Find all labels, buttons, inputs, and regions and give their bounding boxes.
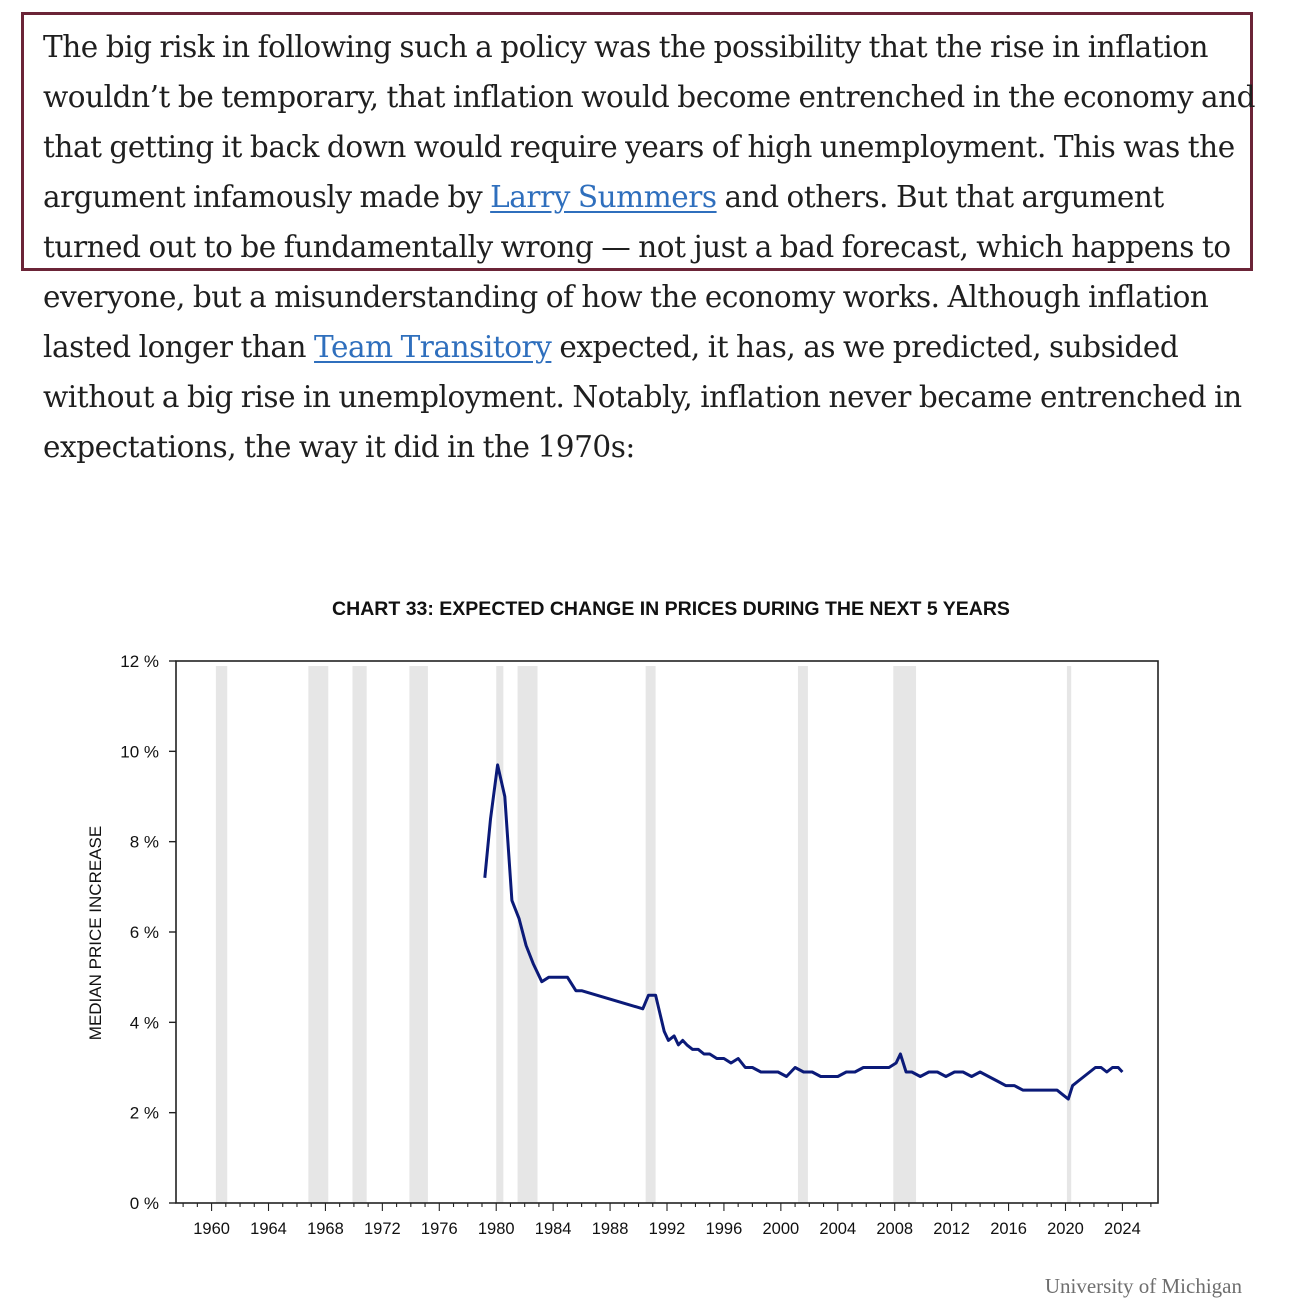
image-credit: University of Michigan	[1044, 1274, 1242, 1298]
x-tick-label: 1984	[535, 1220, 572, 1238]
link-team-transitory[interactable]: Team Transitory	[314, 330, 552, 364]
recession-band	[496, 666, 504, 1203]
x-tick-label: 2004	[819, 1220, 856, 1238]
recession-band	[215, 666, 228, 1203]
recession-band	[797, 666, 808, 1203]
series-lines	[483, 763, 1124, 1101]
recession-bands	[215, 666, 1072, 1203]
x-tick-label: 2024	[1104, 1220, 1141, 1238]
paragraph-text-2: and others. But that argument turned out…	[43, 180, 1231, 364]
recession-band	[517, 666, 538, 1203]
y-tick-label: 6 %	[130, 923, 159, 942]
recession-band	[1066, 666, 1072, 1203]
article-paragraph: The big risk in following such a policy …	[43, 22, 1258, 472]
article-text: The big risk in following such a policy …	[43, 22, 1258, 472]
expected-prices-chart: CHART 33: EXPECTED CHANGE IN PRICES DURI…	[86, 598, 1159, 1238]
series-line	[483, 763, 1124, 1101]
x-tick-label: 1972	[364, 1220, 401, 1238]
x-tick-label: 1976	[421, 1220, 458, 1238]
x-tick-label: 1992	[649, 1220, 686, 1238]
x-tick-label: 1996	[706, 1220, 743, 1238]
y-tick-label: 2 %	[130, 1104, 159, 1123]
chart-title: CHART 33: EXPECTED CHANGE IN PRICES DURI…	[332, 598, 1010, 620]
link-larry-summers[interactable]: Larry Summers	[490, 180, 717, 214]
highlight-box	[21, 12, 1253, 271]
x-tick-label: 2020	[1047, 1220, 1084, 1238]
x-tick-label: 1980	[478, 1220, 515, 1238]
recession-band	[308, 666, 329, 1203]
y-tick-label: 8 %	[130, 833, 159, 852]
x-tick-label: 2016	[990, 1220, 1027, 1238]
paragraph-text-1: The big risk in following such a policy …	[43, 30, 1256, 214]
y-axis-label: MEDIAN PRICE INCREASE	[86, 826, 105, 1040]
x-tick-label: 1988	[592, 1220, 629, 1238]
x-tick-label: 2000	[762, 1220, 799, 1238]
y-tick-label: 0 %	[130, 1194, 159, 1213]
x-tick-label: 2008	[876, 1220, 913, 1238]
recession-band	[352, 666, 367, 1203]
y-tick-label: 4 %	[130, 1013, 159, 1032]
axes: 0 % 2 % 4 % 6 % 8 % 10 % 12 % 1960 1964 1968 1972 1…	[120, 652, 1159, 1238]
recession-band	[409, 666, 428, 1203]
x-tick-label: 1968	[307, 1220, 344, 1238]
chart-container: CHART 33: EXPECTED CHANGE IN PRICES DURI…	[0, 560, 1292, 1310]
recession-band	[645, 666, 656, 1203]
x-tick-label: 2012	[933, 1220, 970, 1238]
x-tick-label: 1964	[250, 1220, 287, 1238]
y-tick-label: 12 %	[120, 652, 159, 671]
recession-band	[893, 666, 917, 1203]
paragraph-text-3: expected, it has, as we predicted, subsi…	[43, 330, 1242, 464]
y-tick-label: 10 %	[120, 742, 159, 761]
x-tick-label: 1960	[193, 1220, 230, 1238]
